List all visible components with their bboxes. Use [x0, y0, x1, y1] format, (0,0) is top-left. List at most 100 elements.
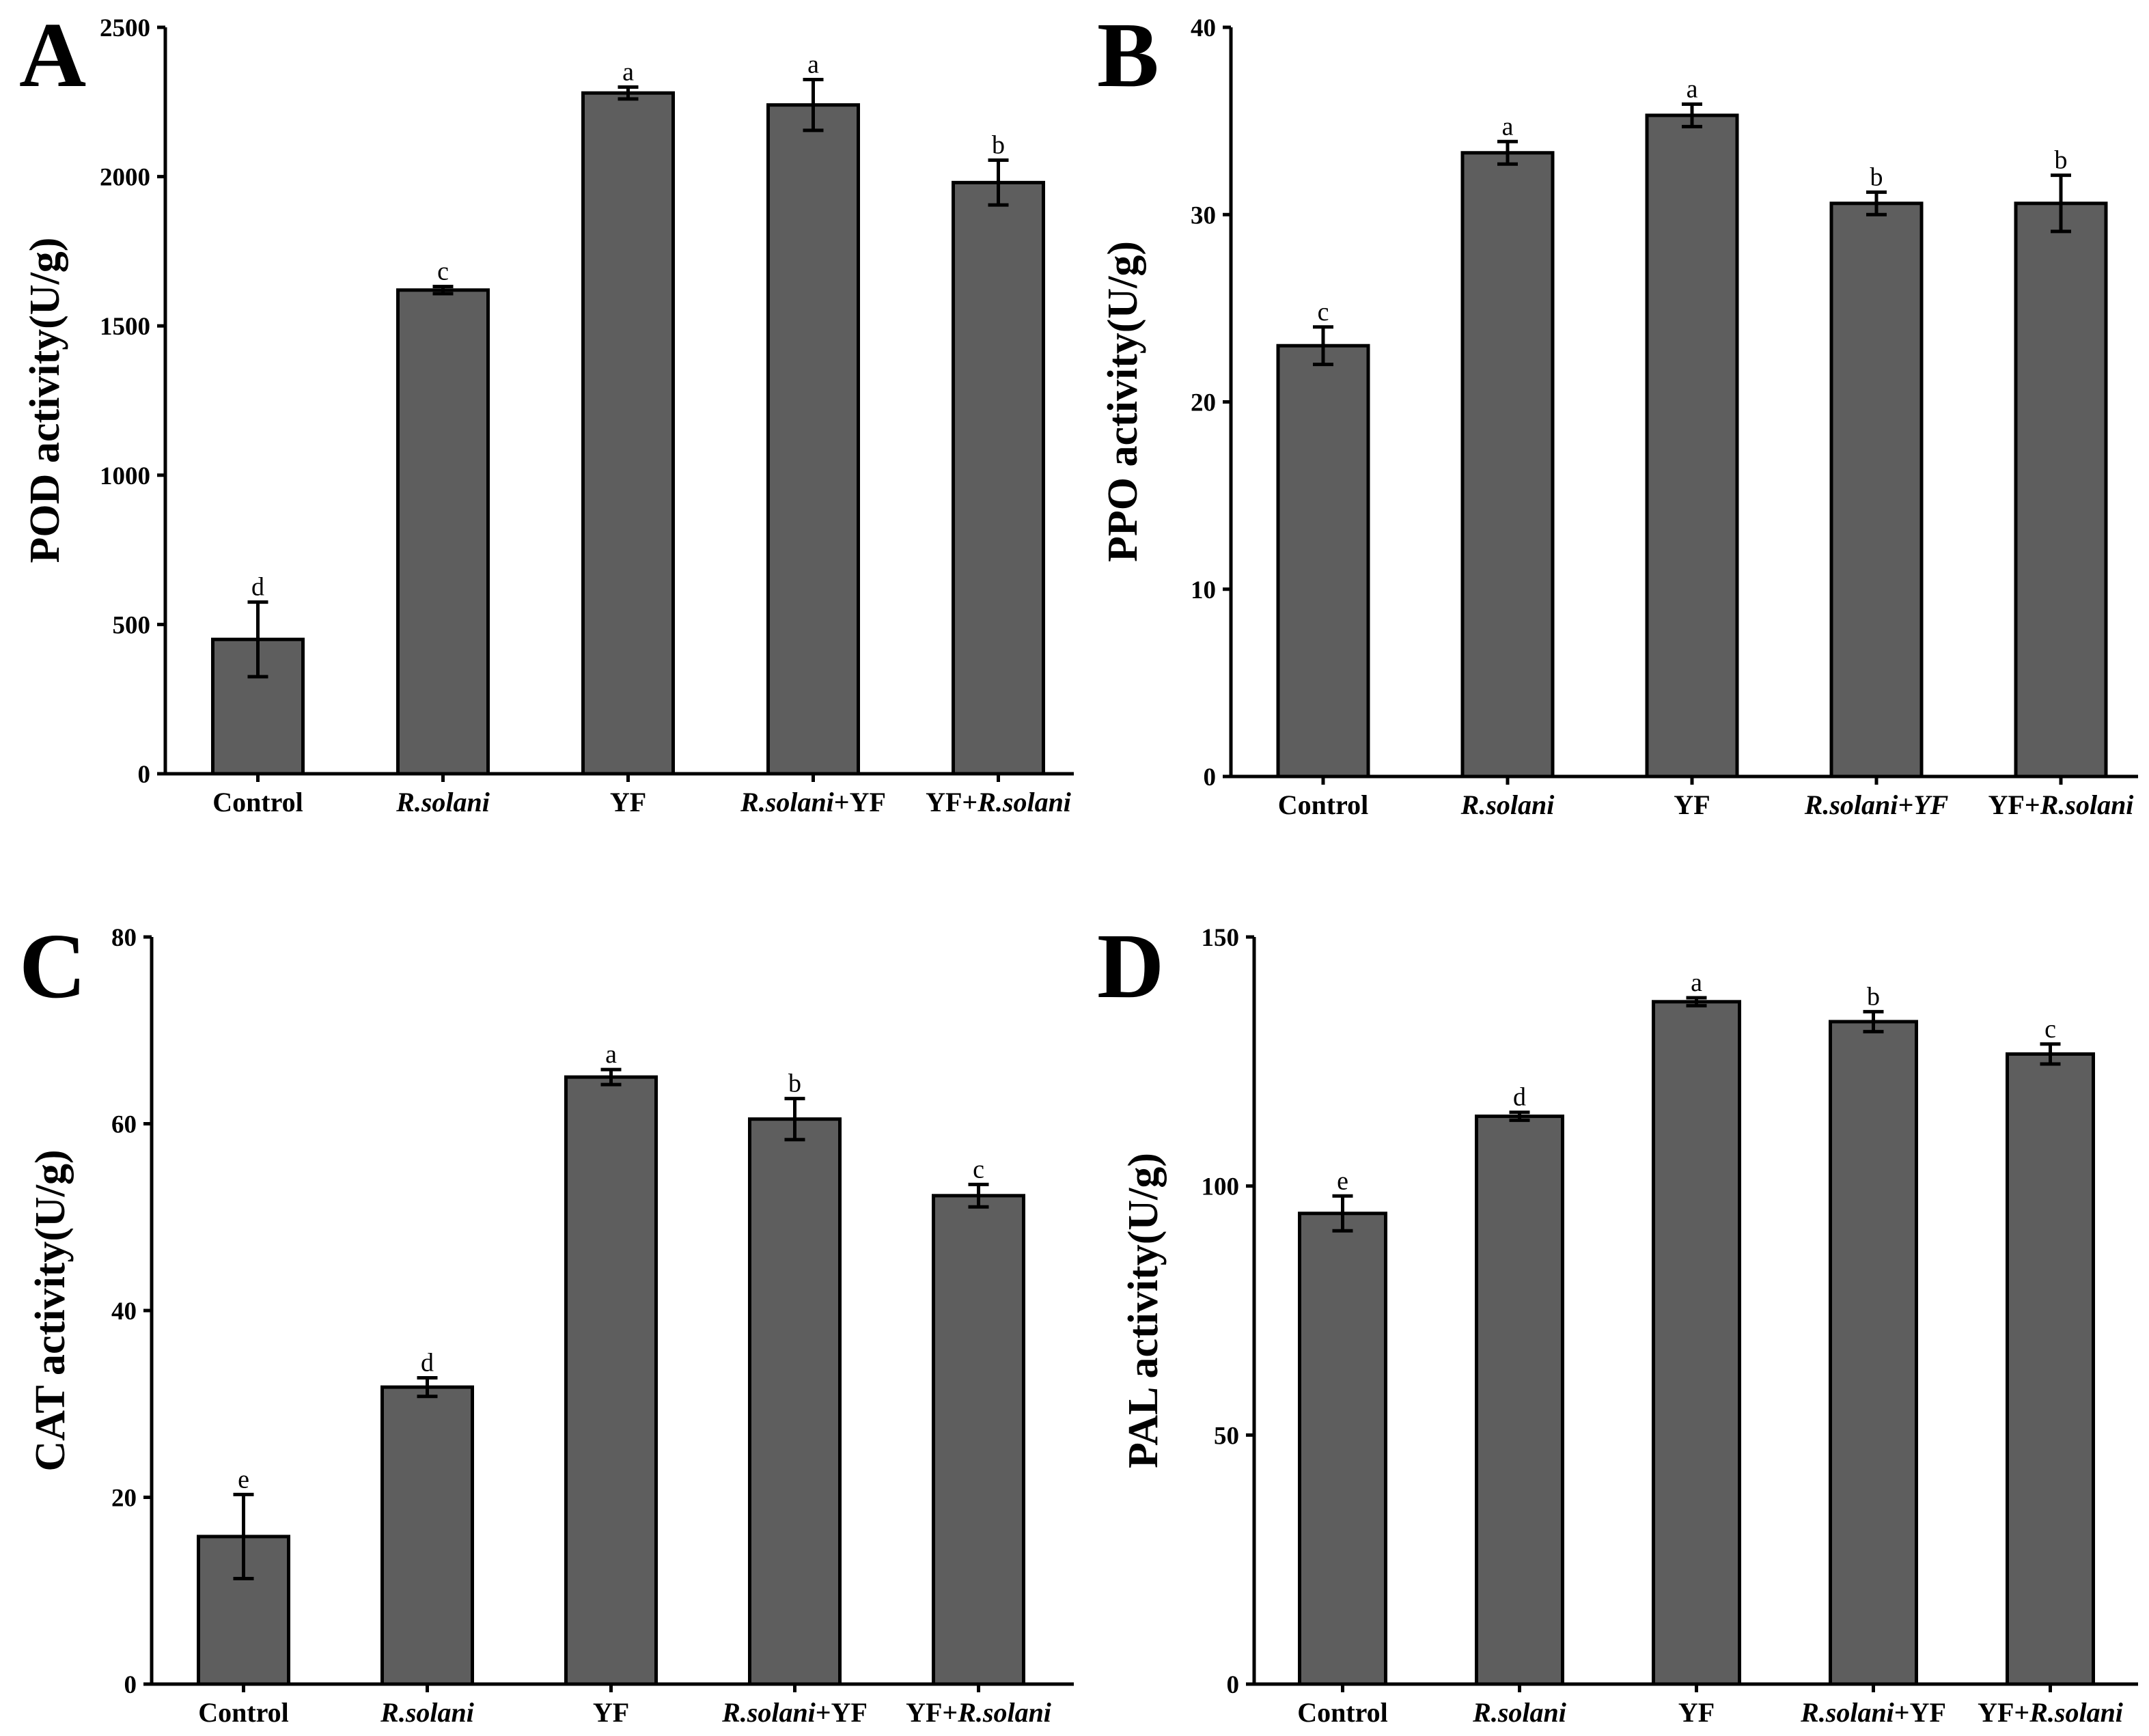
significance-letter: a: [605, 1040, 617, 1069]
category-label-part: R.solani: [396, 787, 490, 817]
significance-letter: a: [1687, 74, 1698, 103]
category-label: YF+R.solani: [1978, 1697, 2123, 1728]
category-label: R.solani: [380, 1697, 474, 1728]
y-tick-label: 1000: [100, 462, 150, 490]
category-label: YF+R.solani: [926, 787, 1071, 817]
y-tick-label: 2500: [100, 14, 150, 42]
bar: [932, 1194, 1025, 1686]
significance-letter: d: [1513, 1083, 1526, 1112]
category-label: R.solani+YF: [721, 1697, 868, 1728]
category-label-part: +YF: [834, 787, 886, 817]
category-label-part: Control: [1297, 1697, 1388, 1728]
y-tick-label: 20: [1191, 389, 1216, 417]
category-label: R.solani+YF: [1800, 1697, 1946, 1728]
y-tick-label: 30: [1191, 201, 1216, 229]
y-tick-label: 60: [111, 1111, 137, 1139]
y-tick-label: 150: [1202, 924, 1240, 952]
y-axis-title: PPO activity(U/g): [1100, 241, 1146, 562]
category-label: YF+R.solani: [906, 1697, 1051, 1728]
bar: [2006, 1052, 2095, 1686]
significance-letter: b: [1870, 163, 1883, 191]
category-label: YF: [1674, 789, 1710, 820]
y-tick-label: 10: [1191, 576, 1216, 604]
bar: [766, 103, 860, 776]
category-label: Control: [1278, 789, 1369, 820]
category-label-part: YF: [610, 787, 646, 817]
y-axis-title: POD activity(U/g): [22, 238, 68, 563]
y-tick-label: 50: [1214, 1422, 1239, 1450]
category-label: Control: [212, 787, 303, 817]
bar: [1829, 1020, 1918, 1686]
category-label: R.solani+YF: [1804, 789, 1949, 820]
category-label: Control: [198, 1697, 289, 1728]
category-label-part: R.solani: [2029, 1697, 2123, 1728]
category-label-part: R.solani: [1800, 1697, 1894, 1728]
panel-letter: A: [19, 4, 86, 107]
category-label-part: YF+: [926, 787, 978, 817]
significance-letter: b: [992, 131, 1005, 160]
y-tick-label: 40: [1191, 14, 1216, 42]
category-label-part: YF: [593, 1697, 629, 1728]
category-label-part: YF+: [1978, 1697, 2029, 1728]
y-tick-label: 0: [1204, 764, 1217, 792]
significance-letter: c: [973, 1155, 984, 1184]
category-label: R.solani: [1460, 789, 1555, 820]
bar: [380, 1385, 474, 1686]
panel-c: C CAT activity(U/g) 0 20 40 60 80 e Control d R.so…: [19, 915, 1074, 1728]
category-label-part: R.solani: [977, 787, 1071, 817]
category-label-part: R.solani: [721, 1697, 816, 1728]
bar: [2014, 201, 2108, 779]
category-label-part: R.solani: [957, 1697, 1051, 1728]
category-label-part: +YF: [1894, 1697, 1946, 1728]
bar: [952, 180, 1045, 776]
panel-a: A POD activity(U/g) 0 500 1000 1500 2000 2500 d C…: [19, 4, 1074, 817]
y-axis-title: PAL activity(U/g): [1120, 1153, 1167, 1468]
y-tick-label: 0: [1227, 1671, 1240, 1699]
significance-letter: d: [421, 1348, 434, 1377]
significance-letter: b: [1867, 982, 1880, 1011]
significance-letter: e: [1337, 1166, 1348, 1195]
category-label: YF: [1678, 1697, 1715, 1728]
category-label: YF+R.solani: [1988, 789, 2134, 820]
y-tick-label: 40: [111, 1298, 137, 1326]
bar: [396, 288, 490, 776]
bar: [1475, 1115, 1564, 1686]
significance-letter: c: [437, 257, 449, 285]
bar: [1298, 1212, 1387, 1686]
bar: [1829, 201, 1924, 779]
bar: [1460, 151, 1555, 779]
bar: [581, 91, 675, 776]
category-label: R.solani+YF: [740, 787, 886, 817]
panel-letter: B: [1097, 4, 1159, 107]
significance-letter: c: [1318, 298, 1329, 326]
category-label-part: YF: [1678, 1697, 1715, 1728]
category-label-part: YF: [1674, 789, 1710, 820]
category-label: R.solani: [1472, 1697, 1566, 1728]
bar: [1652, 1000, 1741, 1686]
category-label: R.solani: [396, 787, 490, 817]
category-label-part: R.solani+YF: [1804, 789, 1949, 820]
y-tick-label: 500: [113, 611, 151, 639]
panel-letter: C: [19, 915, 86, 1018]
significance-letter: c: [2044, 1015, 2056, 1044]
bar: [748, 1117, 842, 1686]
y-tick-label: 80: [111, 924, 137, 952]
category-label: YF: [610, 787, 646, 817]
category-label-part: YF+: [1988, 789, 2040, 820]
category-label-part: R.solani: [740, 787, 834, 817]
y-axis-title: CAT activity(U/g): [27, 1149, 74, 1471]
panel-b: B PPO activity(U/g) 0 10 20 30 40 c Control a R.so…: [1097, 4, 2138, 820]
category-label-part: R.solani: [380, 1697, 474, 1728]
category-label-part: YF+: [906, 1697, 958, 1728]
y-tick-label: 0: [124, 1671, 137, 1699]
category-label: YF: [593, 1697, 629, 1728]
significance-letter: d: [251, 573, 264, 602]
panel-letter: D: [1097, 915, 1164, 1018]
panel-d: D PAL activity(U/g) 0 50 100 150 e Control d R.so…: [1097, 915, 2138, 1728]
y-tick-label: 20: [111, 1485, 137, 1513]
significance-letter: b: [2055, 146, 2068, 175]
category-label-part: Control: [1278, 789, 1369, 820]
bar: [1645, 113, 1739, 779]
bar: [564, 1075, 658, 1686]
